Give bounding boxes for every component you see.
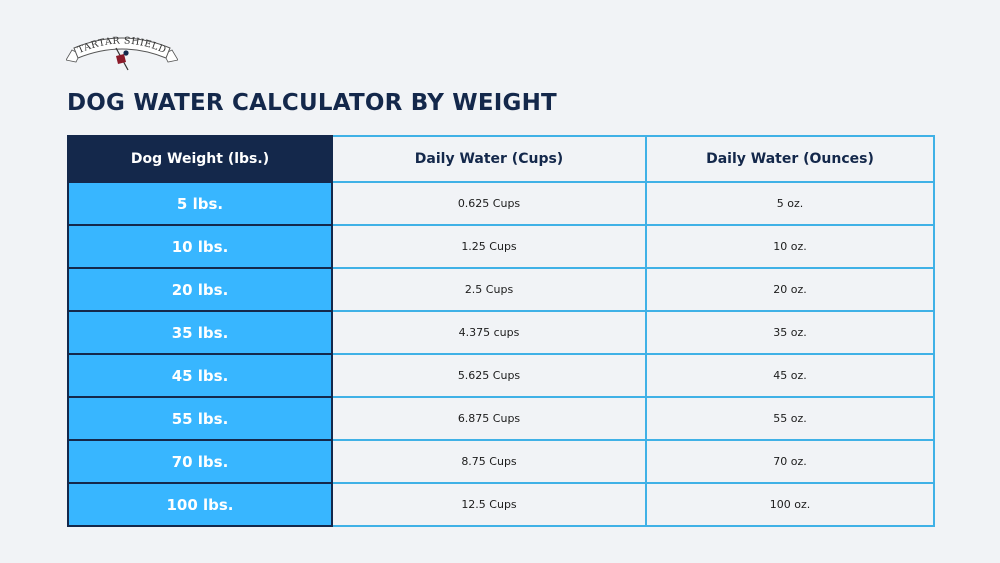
cups-cell: 2.5 Cups xyxy=(331,267,647,312)
table-row: 100 lbs. 12.5 Cups 100 oz. xyxy=(67,482,935,527)
tartar-shield-logo: TARTAR SHIELD xyxy=(66,26,178,74)
cups-cell: 5.625 Cups xyxy=(331,353,647,398)
weight-cell: 70 lbs. xyxy=(67,439,333,484)
ounces-cell: 70 oz. xyxy=(645,439,935,484)
header-daily-water-cups: Daily Water (Cups) xyxy=(331,135,647,183)
cups-cell: 4.375 cups xyxy=(331,310,647,355)
weight-cell: 20 lbs. xyxy=(67,267,333,312)
cups-cell: 6.875 Cups xyxy=(331,396,647,441)
page-title: DOG WATER CALCULATOR BY WEIGHT xyxy=(67,90,557,116)
header-daily-water-ounces: Daily Water (Ounces) xyxy=(645,135,935,183)
ounces-cell: 45 oz. xyxy=(645,353,935,398)
header-dog-weight: Dog Weight (lbs.) xyxy=(67,135,333,183)
weight-cell: 35 lbs. xyxy=(67,310,333,355)
table-row: 70 lbs. 8.75 Cups 70 oz. xyxy=(67,439,935,484)
ounces-cell: 10 oz. xyxy=(645,224,935,269)
ounces-cell: 20 oz. xyxy=(645,267,935,312)
table-row: 20 lbs. 2.5 Cups 20 oz. xyxy=(67,267,935,312)
ounces-cell: 55 oz. xyxy=(645,396,935,441)
water-calculator-table: Dog Weight (lbs.) Daily Water (Cups) Dai… xyxy=(67,135,935,527)
ounces-cell: 100 oz. xyxy=(645,482,935,527)
weight-cell: 55 lbs. xyxy=(67,396,333,441)
cups-cell: 1.25 Cups xyxy=(331,224,647,269)
weight-cell: 10 lbs. xyxy=(67,224,333,269)
ounces-cell: 35 oz. xyxy=(645,310,935,355)
cups-cell: 8.75 Cups xyxy=(331,439,647,484)
table-row: 5 lbs. 0.625 Cups 5 oz. xyxy=(67,181,935,226)
table-row: 10 lbs. 1.25 Cups 10 oz. xyxy=(67,224,935,269)
weight-cell: 100 lbs. xyxy=(67,482,333,527)
ounces-cell: 5 oz. xyxy=(645,181,935,226)
table-row: 45 lbs. 5.625 Cups 45 oz. xyxy=(67,353,935,398)
weight-cell: 5 lbs. xyxy=(67,181,333,226)
table-header-row: Dog Weight (lbs.) Daily Water (Cups) Dai… xyxy=(67,135,935,183)
cups-cell: 12.5 Cups xyxy=(331,482,647,527)
table-row: 35 lbs. 4.375 cups 35 oz. xyxy=(67,310,935,355)
weight-cell: 45 lbs. xyxy=(67,353,333,398)
table-row: 55 lbs. 6.875 Cups 55 oz. xyxy=(67,396,935,441)
cups-cell: 0.625 Cups xyxy=(331,181,647,226)
